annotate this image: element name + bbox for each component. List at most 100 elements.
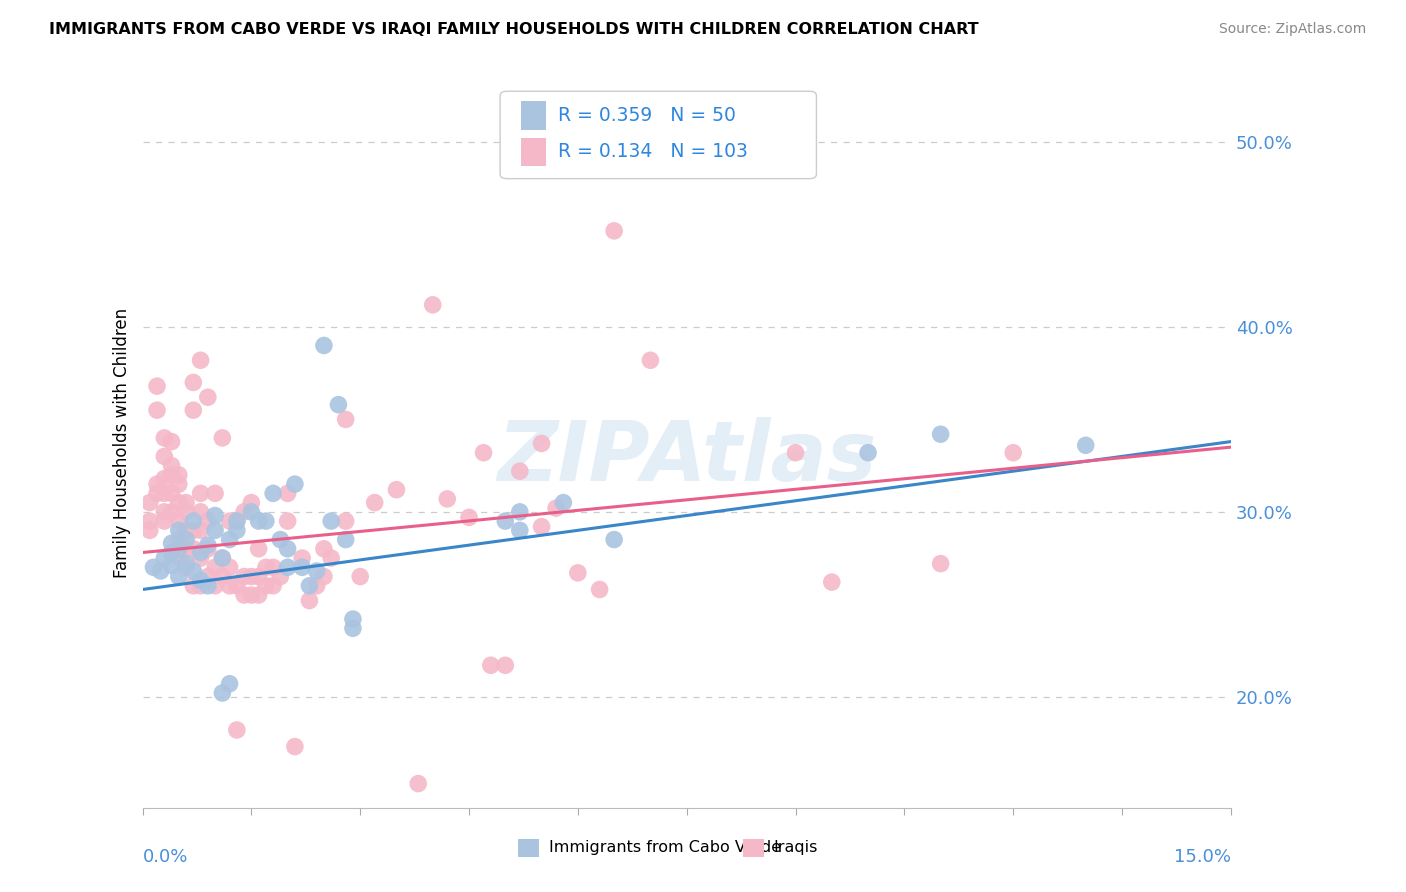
Y-axis label: Family Households with Children: Family Households with Children [114, 308, 131, 578]
Point [167, 477, 190, 491]
Text: R = 0.134   N = 103: R = 0.134 N = 103 [558, 143, 748, 161]
Point [197, 390, 219, 404]
Point [160, 558, 183, 573]
Point [509, 505, 531, 519]
Point [225, 579, 247, 593]
Point [240, 505, 263, 519]
Point [167, 514, 190, 528]
Point [167, 569, 190, 583]
Text: Iraqis: Iraqis [773, 840, 818, 855]
Point [204, 508, 226, 523]
Point [233, 505, 256, 519]
Point [174, 495, 197, 509]
Point [174, 524, 197, 538]
Point [181, 376, 204, 390]
Point [342, 612, 364, 626]
Point [153, 450, 176, 464]
Point [190, 353, 212, 368]
Point [284, 739, 307, 754]
Point [269, 569, 291, 583]
Point [197, 541, 219, 556]
Point [298, 593, 321, 607]
Point [328, 398, 350, 412]
Point [546, 501, 568, 516]
Point [233, 588, 256, 602]
Point [153, 431, 176, 445]
Point [160, 486, 183, 500]
Point [146, 477, 169, 491]
Point [277, 541, 299, 556]
Point [247, 541, 270, 556]
Point [211, 551, 233, 566]
Text: Immigrants from Cabo Verde: Immigrants from Cabo Verde [548, 840, 780, 855]
Point [218, 677, 240, 691]
Text: IMMIGRANTS FROM CABO VERDE VS IRAQI FAMILY HOUSEHOLDS WITH CHILDREN CORRELATION : IMMIGRANTS FROM CABO VERDE VS IRAQI FAMI… [49, 22, 979, 37]
Point [335, 514, 357, 528]
Point [603, 224, 626, 238]
Point [247, 569, 270, 583]
Point [509, 464, 531, 478]
Point [588, 582, 610, 597]
Point [211, 551, 233, 566]
Point [225, 723, 247, 737]
Point [153, 551, 176, 566]
Point [174, 541, 197, 556]
Point [181, 403, 204, 417]
Point [181, 541, 204, 556]
Point [218, 560, 240, 574]
Point [509, 524, 531, 538]
Point [181, 524, 204, 538]
Point [284, 477, 307, 491]
Text: 0.0%: 0.0% [142, 847, 188, 866]
Point [856, 446, 879, 460]
Point [472, 446, 495, 460]
Point [218, 514, 240, 528]
Point [254, 514, 277, 528]
Point [146, 486, 169, 500]
Point [190, 524, 212, 538]
Point [422, 298, 444, 312]
Point [1002, 446, 1025, 460]
Point [197, 569, 219, 583]
Point [218, 533, 240, 547]
Point [181, 514, 204, 528]
Point [335, 412, 357, 426]
Point [305, 564, 328, 578]
Point [153, 514, 176, 528]
Point [240, 588, 263, 602]
Text: Source: ZipAtlas.com: Source: ZipAtlas.com [1219, 22, 1367, 37]
Point [494, 658, 516, 673]
Point [335, 533, 357, 547]
Point [530, 519, 553, 533]
Point [181, 564, 204, 578]
Point [349, 569, 371, 583]
Point [197, 579, 219, 593]
Point [174, 560, 197, 574]
Point [436, 491, 458, 506]
Point [160, 545, 183, 559]
Point [553, 495, 575, 509]
Point [458, 510, 481, 524]
Point [225, 524, 247, 538]
Point [160, 467, 183, 482]
Point [149, 564, 172, 578]
Point [160, 434, 183, 449]
Point [204, 560, 226, 574]
Point [153, 486, 176, 500]
Point [269, 533, 291, 547]
Point [494, 514, 516, 528]
Point [567, 566, 589, 580]
Point [142, 560, 165, 574]
Point [603, 533, 626, 547]
Point [190, 486, 212, 500]
Point [298, 579, 321, 593]
Point [247, 588, 270, 602]
Point [160, 536, 183, 550]
Point [291, 560, 314, 574]
Point [167, 495, 190, 509]
Point [929, 427, 952, 442]
Point [139, 524, 162, 538]
Point [218, 579, 240, 593]
Point [167, 533, 190, 547]
Point [211, 686, 233, 700]
